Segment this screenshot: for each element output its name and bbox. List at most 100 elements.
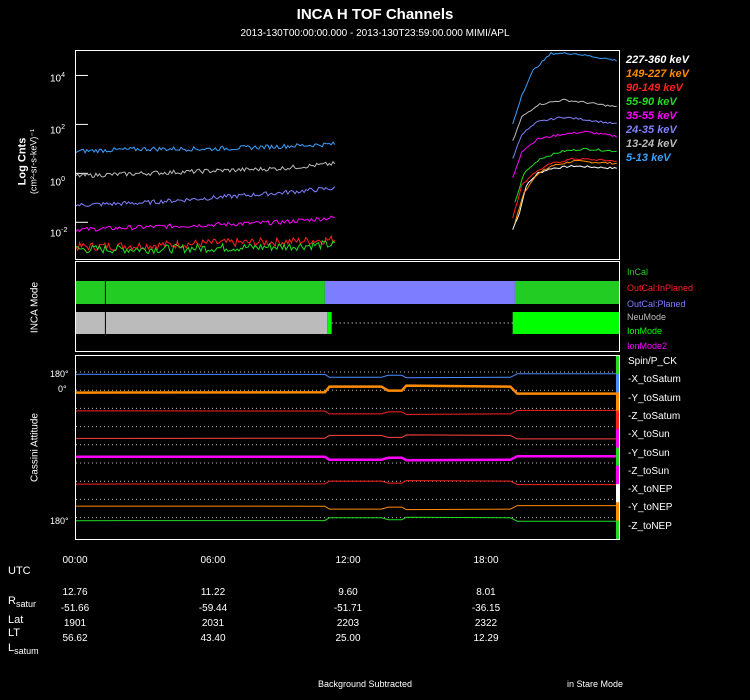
lt-label: LT bbox=[8, 627, 21, 639]
mode-interval bbox=[514, 281, 619, 304]
attitude-tick: 180° bbox=[50, 516, 69, 526]
attitude-series-line bbox=[76, 454, 619, 462]
r-label-main: R bbox=[8, 595, 16, 607]
attitude-series-line bbox=[76, 384, 619, 395]
attitude-edge-bar bbox=[616, 484, 619, 503]
attitude-series-line bbox=[76, 373, 619, 379]
attitude-series-line bbox=[76, 480, 619, 486]
series-line-after-gap bbox=[514, 147, 617, 203]
lat-label: Lat bbox=[8, 614, 24, 626]
legend-entry: 227-360 keV bbox=[626, 54, 689, 66]
tof-plot bbox=[76, 51, 618, 255]
series-line-after-gap bbox=[512, 130, 618, 178]
attitude-legend-entry: -Y_toSun bbox=[628, 447, 670, 459]
panel1-ytick: 104 bbox=[50, 72, 65, 84]
ephemeris-lt: 2322 bbox=[474, 618, 498, 629]
mode-legend-outcal-inplaned: OutCal:InPlaned bbox=[627, 283, 694, 293]
ytick-base: 10 bbox=[50, 177, 62, 189]
attitude-legend-entry: -X_toSatum bbox=[628, 374, 681, 386]
series-line-before-gap bbox=[76, 215, 335, 233]
r-label: Rsatur bbox=[8, 595, 36, 609]
legend-entry: 149-227 keV bbox=[626, 68, 689, 80]
inca-mode-plot bbox=[76, 281, 619, 334]
series-line-after-gap bbox=[512, 164, 617, 230]
l-label: Lsatum bbox=[8, 642, 39, 656]
series-line-before-gap bbox=[76, 141, 336, 154]
series-line-before-gap bbox=[76, 240, 336, 255]
attitude-legend-entry: Spin/P_CK bbox=[628, 356, 677, 367]
panel1-ylabel-main: Log Cnts bbox=[16, 137, 29, 186]
attitude-panel bbox=[75, 355, 620, 540]
panel3-ylabel: Cassini Attitude bbox=[29, 413, 41, 482]
ytick-exp: -2 bbox=[61, 227, 68, 234]
ephemeris-lt: 1901 bbox=[63, 618, 87, 629]
panel1-ytick: 100 bbox=[50, 176, 65, 188]
series-line-after-gap bbox=[514, 159, 617, 223]
ephemeris-time: 00:00 bbox=[62, 555, 88, 566]
ephemeris-lt: 2203 bbox=[336, 618, 360, 629]
ephemeris-r: 8.01 bbox=[476, 587, 496, 598]
panel1-ylabel-units: (cm²-sr-s-keV)⁻¹ bbox=[28, 128, 39, 195]
attitude-legend-entry: -X_toNEP bbox=[628, 484, 673, 496]
ytick-exp: 0 bbox=[61, 176, 66, 183]
ephemeris-lt: 2031 bbox=[201, 618, 225, 629]
legend-entry: 5-13 keV bbox=[626, 152, 671, 164]
series-line-after-gap bbox=[512, 116, 617, 159]
ytick-base: 10 bbox=[50, 125, 62, 137]
attitude-legend-entry: -X_toSun bbox=[628, 429, 670, 441]
series-line-after-gap bbox=[512, 98, 617, 141]
ephemeris-r: 12.76 bbox=[62, 587, 88, 598]
ephemeris-r: 9.60 bbox=[338, 587, 358, 598]
legend-entry: 55-90 keV bbox=[626, 96, 677, 108]
mode-legend-incal: InCal bbox=[627, 267, 649, 277]
attitude-legend-entry: -Z_toSatum bbox=[628, 410, 681, 422]
attitude-legend-entry: -Z_toSun bbox=[628, 465, 670, 477]
ytick-exp: 4 bbox=[61, 72, 66, 79]
mode-legend-ionmode2: IonMode2 bbox=[627, 341, 668, 351]
l-label-sub: satum bbox=[14, 646, 39, 657]
attitude-series-line bbox=[76, 516, 619, 522]
series-line-before-gap bbox=[76, 160, 336, 178]
ytick-base: 10 bbox=[50, 73, 62, 85]
legend-entry: 13-24 keV bbox=[626, 138, 677, 150]
attitude-tick: 0° bbox=[58, 384, 67, 394]
mode-interval bbox=[324, 281, 515, 304]
mode-legend-ionmode: IonMode bbox=[627, 326, 663, 336]
ephemeris-time: 06:00 bbox=[200, 555, 226, 566]
panel1-ylabel: Log Cnts (cm²-sr-s-keV)⁻¹ bbox=[17, 112, 40, 212]
ephemeris-lat: -51.71 bbox=[333, 603, 363, 614]
attitude-edge-bar bbox=[616, 520, 619, 539]
mode-legend-neumode: NeuMode bbox=[627, 312, 667, 322]
utc-label: UTC bbox=[8, 565, 31, 577]
ephemeris-time: 12:00 bbox=[335, 555, 361, 566]
attitude-edge-bar bbox=[616, 502, 619, 521]
attitude-edge-bar bbox=[616, 447, 619, 466]
mode-interval bbox=[327, 312, 332, 334]
chart-title: INCA H TOF Channels bbox=[296, 6, 454, 23]
legend-entry: 90-149 keV bbox=[626, 82, 683, 94]
footer-right: in Stare Mode bbox=[567, 679, 624, 689]
ephemeris-l: 25.00 bbox=[335, 633, 361, 644]
tof-panel bbox=[75, 50, 620, 260]
ephemeris-time: 18:00 bbox=[473, 555, 499, 566]
series-line-before-gap bbox=[76, 186, 336, 207]
attitude-edge-bar bbox=[616, 356, 619, 375]
l-label-main: L bbox=[8, 642, 15, 654]
ephemeris-lat: -59.44 bbox=[198, 603, 228, 614]
attitude-series-line bbox=[76, 434, 619, 440]
ephemeris-l: 43.40 bbox=[200, 633, 226, 644]
legend-entry: 35-55 keV bbox=[626, 110, 677, 122]
attitude-edge-bar bbox=[616, 374, 619, 393]
mode-legend-outcal-planed: OutCal:Planed bbox=[627, 299, 686, 309]
mode-interval bbox=[512, 312, 619, 334]
ephemeris-l: 12.29 bbox=[473, 633, 499, 644]
attitude-tick: 180° bbox=[50, 369, 69, 379]
attitude-edge-bar bbox=[616, 429, 619, 448]
chart-subtitle: 2013-130T00:00:00.000 - 2013-130T23:59:0… bbox=[240, 28, 510, 39]
attitude-series-line bbox=[76, 505, 619, 511]
ephemeris-lat: -36.15 bbox=[471, 603, 501, 614]
attitude-edge-bar bbox=[616, 465, 619, 485]
attitude-series-line bbox=[76, 409, 619, 415]
attitude-legend-entry: -Z_toNEP bbox=[628, 520, 672, 532]
mode-interval bbox=[76, 312, 328, 334]
